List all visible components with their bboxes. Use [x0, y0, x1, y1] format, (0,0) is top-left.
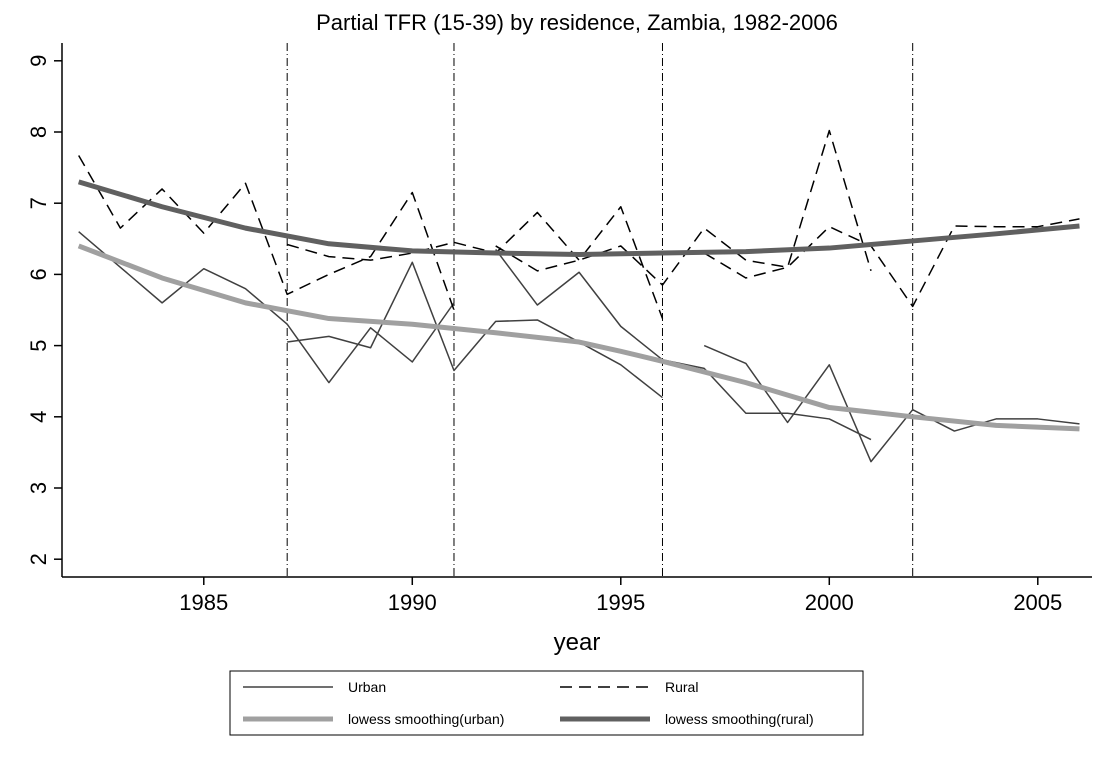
chart-title: Partial TFR (15-39) by residence, Zambia… — [316, 10, 838, 35]
legend-label: lowess smoothing(rural) — [665, 711, 814, 727]
series-line — [78, 231, 1080, 463]
y-tick-label: 2 — [26, 553, 51, 565]
x-axis-label: year — [554, 629, 601, 656]
x-tick-label: 2005 — [1013, 590, 1062, 615]
y-tick-label: 9 — [26, 55, 51, 67]
y-tick-label: 3 — [26, 482, 51, 494]
legend-label: lowess smoothing(urban) — [348, 711, 504, 727]
x-tick-label: 2000 — [805, 590, 854, 615]
y-tick-label: 4 — [26, 411, 51, 423]
legend-label: Urban — [348, 679, 386, 695]
x-tick-label: 1990 — [388, 590, 437, 615]
x-tick-label: 1995 — [596, 590, 645, 615]
y-tick-label: 5 — [26, 339, 51, 351]
y-tick-label: 7 — [26, 197, 51, 209]
y-tick-label: 8 — [26, 126, 51, 138]
y-tick-label: 6 — [26, 268, 51, 280]
legend-box — [229, 670, 864, 736]
series-line — [77, 179, 1080, 257]
series-line — [78, 129, 1080, 319]
x-tick-label: 1985 — [179, 590, 228, 615]
series-line — [77, 243, 1080, 432]
legend-label: Rural — [665, 679, 698, 695]
